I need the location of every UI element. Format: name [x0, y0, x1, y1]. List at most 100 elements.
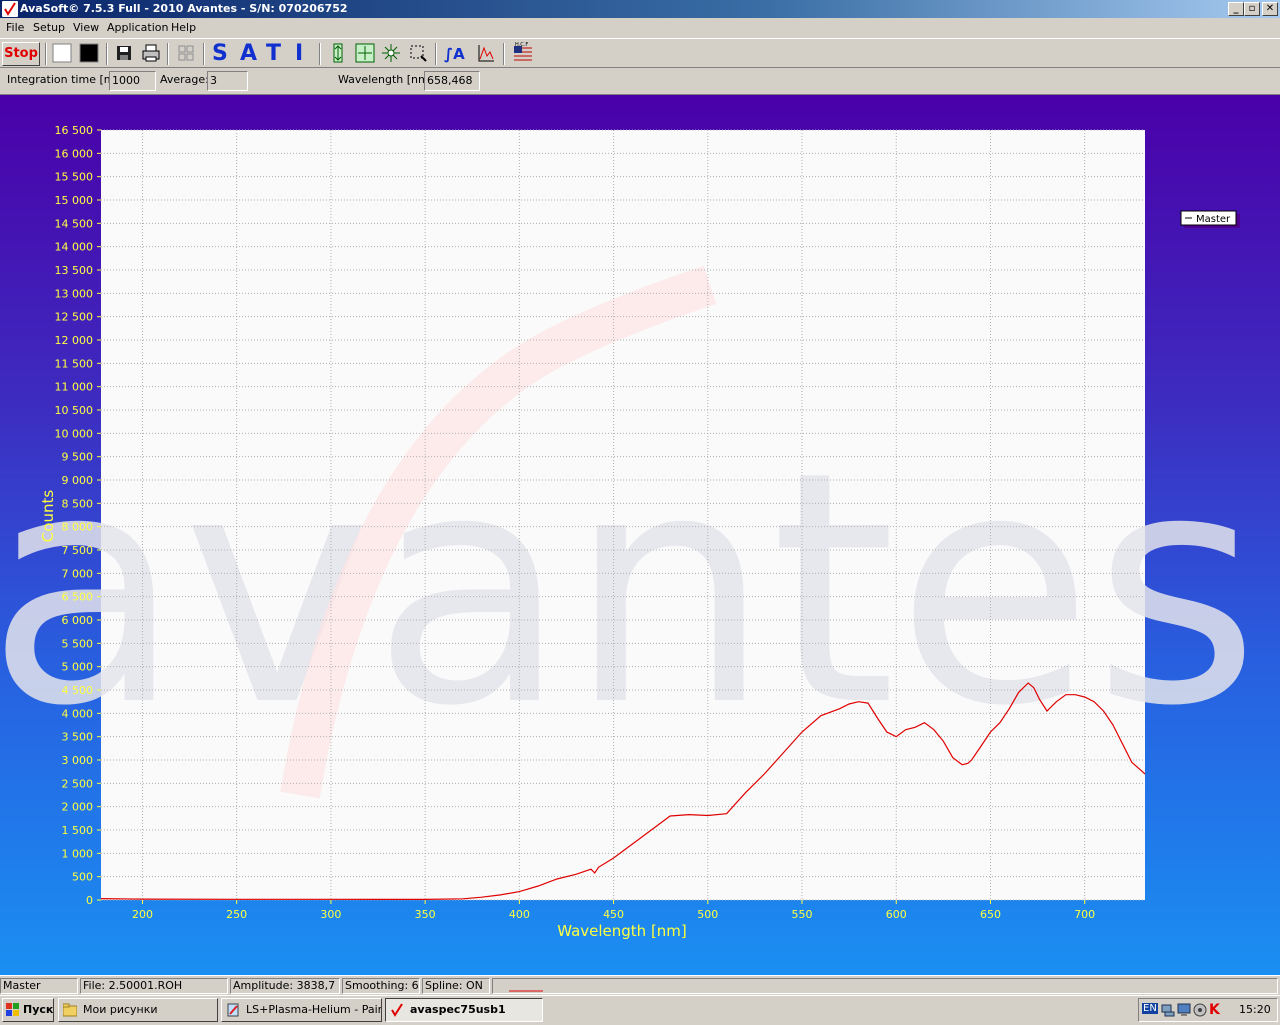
absorbance-mode-button[interactable]: A: [240, 41, 258, 66]
y-tick-label: 13 500: [55, 264, 94, 277]
menu-help[interactable]: Help: [171, 21, 197, 34]
y-scale-icon[interactable]: [328, 42, 348, 66]
irradiance-mode-button[interactable]: I: [295, 41, 304, 66]
clock: 15:20: [1239, 1003, 1271, 1016]
spectrum-chart[interactable]: avantes 0 500 1 000 1 500 2 000 2 500 3 000 3 5…: [0, 95, 1280, 975]
legend-box: [1180, 210, 1237, 226]
status-file: File: 2.50001.ROH: [80, 978, 228, 994]
computer-icon[interactable]: [1177, 1003, 1191, 1020]
y-tick-label: 15 500: [55, 171, 94, 184]
y-tick-label: 13 000: [55, 287, 94, 300]
y-tick-label: 6 000: [62, 614, 94, 627]
y-tick-label: 14 000: [55, 241, 94, 254]
scope-mode-button[interactable]: S: [212, 41, 228, 66]
volume-icon[interactable]: [1193, 1003, 1207, 1020]
y-tick-label: 8 000: [62, 521, 94, 534]
taskbar-item-label: avaspec75usb1: [410, 1003, 506, 1016]
toolbar-separator: [435, 43, 437, 65]
grid-icon[interactable]: [176, 42, 196, 66]
average-input[interactable]: 3: [207, 71, 248, 91]
plot-area[interactable]: [101, 130, 1145, 900]
minimize-button[interactable]: _: [1228, 2, 1244, 16]
parameters-bar: Integration time [ms]: 1000 Average: 3 W…: [0, 68, 1280, 95]
menu-application[interactable]: Application: [107, 21, 169, 34]
stop-button[interactable]: Stop: [2, 42, 40, 66]
y-tick-label: 7 500: [62, 544, 94, 557]
taskbar-item-label: LS+Plasma-Helium - Paint: [246, 1003, 382, 1016]
y-tick-label: 9 000: [62, 474, 94, 487]
taskbar-item-paint[interactable]: LS+Plasma-Helium - Paint: [221, 998, 382, 1022]
white-reference-icon[interactable]: [52, 42, 72, 66]
close-button[interactable]: ✕: [1262, 2, 1278, 16]
y-tick-label: 12 000: [55, 334, 94, 347]
svg-text:H.C.F: H.C.F: [515, 42, 528, 48]
y-tick-label: 10 500: [55, 404, 94, 417]
avantes-watermark: avantes: [0, 404, 1260, 776]
x-tick-label: 250: [226, 908, 247, 921]
peak-icon[interactable]: [476, 42, 496, 66]
avasoft-icon: [390, 1003, 404, 1017]
windows-logo-icon: [6, 1003, 20, 1017]
zoom-select-icon[interactable]: [408, 42, 428, 66]
y-tick-label: 16 000: [55, 147, 94, 160]
toolbar-separator: [319, 43, 321, 65]
maximize-button[interactable]: ▫: [1244, 2, 1260, 16]
taskbar-item-label: Мои рисунки: [83, 1003, 158, 1016]
zoom-icon[interactable]: [381, 42, 401, 66]
x-tick-label: 200: [132, 908, 153, 921]
toolbar-separator: [167, 43, 169, 65]
flag-icon[interactable]: H.C.F: [512, 42, 534, 66]
title-bar: AvaSoft© 7.5.3 Full - 2010 Avantes - S/N…: [0, 0, 1280, 18]
save-icon[interactable]: [115, 42, 133, 66]
x-tick-label: 700: [1074, 908, 1095, 921]
start-button[interactable]: Пуск: [2, 998, 54, 1022]
legend[interactable]: Master: [1180, 210, 1240, 228]
y-tick-label: 15 000: [55, 194, 94, 207]
x-axis-ticks: 200 250 300 350 400 450 500 550 600 650 700: [132, 900, 1095, 921]
antivirus-icon[interactable]: K: [1209, 1002, 1220, 1018]
menu-file[interactable]: File: [6, 21, 25, 34]
status-smoothing: Smoothing: 6: [342, 978, 420, 994]
xy-autoscale-icon[interactable]: [354, 42, 376, 66]
toolbar-separator: [106, 43, 108, 65]
language-indicator[interactable]: EN: [1142, 1003, 1158, 1014]
y-tick-label: 4 000: [62, 707, 94, 720]
x-tick-label: 300: [320, 908, 341, 921]
taskbar-item-avaspec[interactable]: avaspec75usb1: [385, 998, 543, 1022]
x-tick-label: 450: [603, 908, 624, 921]
y-axis-ticks: 0 500 1 000 1 500 2 000 2 500 3 000 3 500 4 000 4…: [55, 124, 101, 907]
y-tick-label: 14 500: [55, 217, 94, 230]
y-tick-label: 3 000: [62, 754, 94, 767]
integration-icon[interactable]: ∫AC: [443, 42, 476, 66]
folder-icon: [62, 1003, 78, 1017]
wavelength-readout: 658,468: [424, 71, 480, 91]
x-tick-label: 600: [886, 908, 907, 921]
grid-lines: [101, 129, 1145, 901]
dark-reference-icon[interactable]: [79, 42, 99, 66]
watermark-swoosh: [280, 266, 717, 799]
status-spline: Spline: ON: [422, 978, 490, 994]
y-tick-label: 12 500: [55, 311, 94, 324]
status-amplitude: Amplitude: 3838,7: [230, 978, 340, 994]
start-label: Пуск: [23, 1003, 54, 1016]
menu-bar: File Setup View Application Help: [0, 18, 1280, 38]
y-tick-label: 2 000: [62, 801, 94, 814]
series-line-master: [100, 682, 1146, 901]
window-title: AvaSoft© 7.5.3 Full - 2010 Avantes - S/N…: [20, 2, 348, 15]
network-icon[interactable]: [1161, 1003, 1175, 1020]
y-tick-label: 1 000: [62, 847, 94, 860]
y-tick-label: 4 500: [62, 684, 94, 697]
taskbar: Пуск Мои рисунки LS+Plasma-Helium - Pain…: [0, 995, 1280, 1025]
menu-view[interactable]: View: [73, 21, 100, 34]
taskbar-item-my-pictures[interactable]: Мои рисунки: [58, 998, 218, 1022]
legend-entry: Master: [1196, 214, 1231, 225]
menu-setup[interactable]: Setup: [33, 21, 66, 34]
x-tick-label: 350: [415, 908, 436, 921]
x-axis-label: Wavelength [nm]: [557, 922, 687, 940]
wavelength-label: Wavelength [nm]:: [338, 73, 437, 86]
print-icon[interactable]: [141, 42, 161, 66]
y-tick-label: 8 500: [62, 497, 94, 510]
integration-time-input[interactable]: 1000: [109, 71, 156, 91]
y-tick-label: 10 000: [55, 427, 94, 440]
transmittance-mode-button[interactable]: T: [266, 41, 282, 66]
